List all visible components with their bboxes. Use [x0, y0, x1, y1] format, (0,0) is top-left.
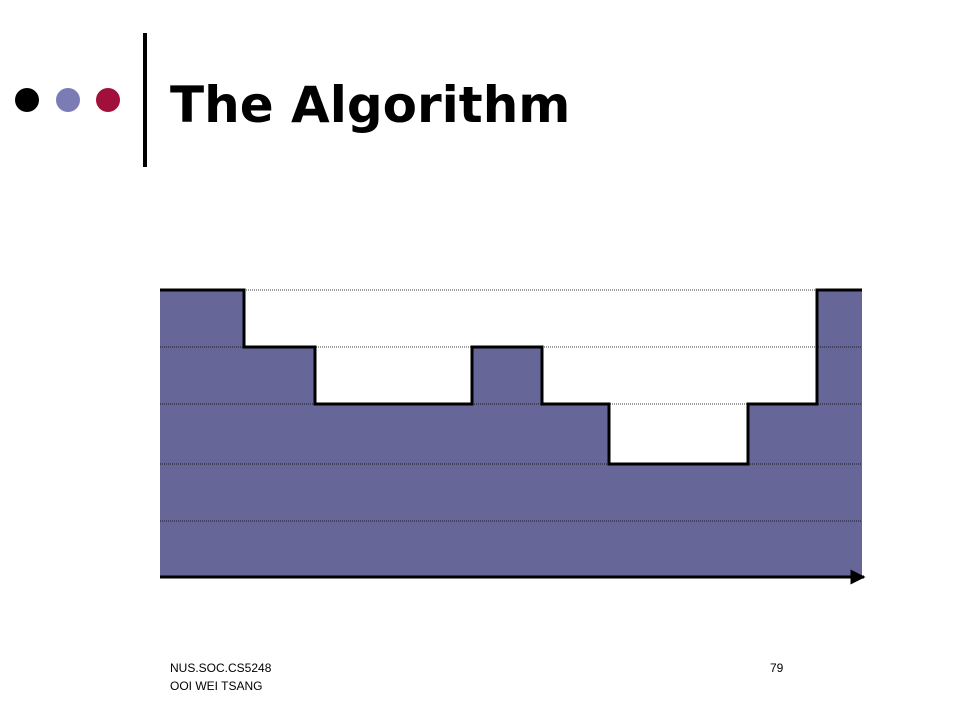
header-dot [96, 88, 120, 112]
step-outline [160, 288, 862, 466]
header-dot [56, 88, 80, 112]
step-diagram [160, 288, 866, 585]
footer-author: OOI WEI TSANG [170, 679, 262, 693]
slide-title: The Algorithm [170, 76, 570, 134]
filled-area [160, 290, 862, 577]
page-number: 79 [770, 661, 784, 675]
header-dot [15, 88, 39, 112]
footer-course: NUS.SOC.CS5248 [170, 661, 272, 675]
